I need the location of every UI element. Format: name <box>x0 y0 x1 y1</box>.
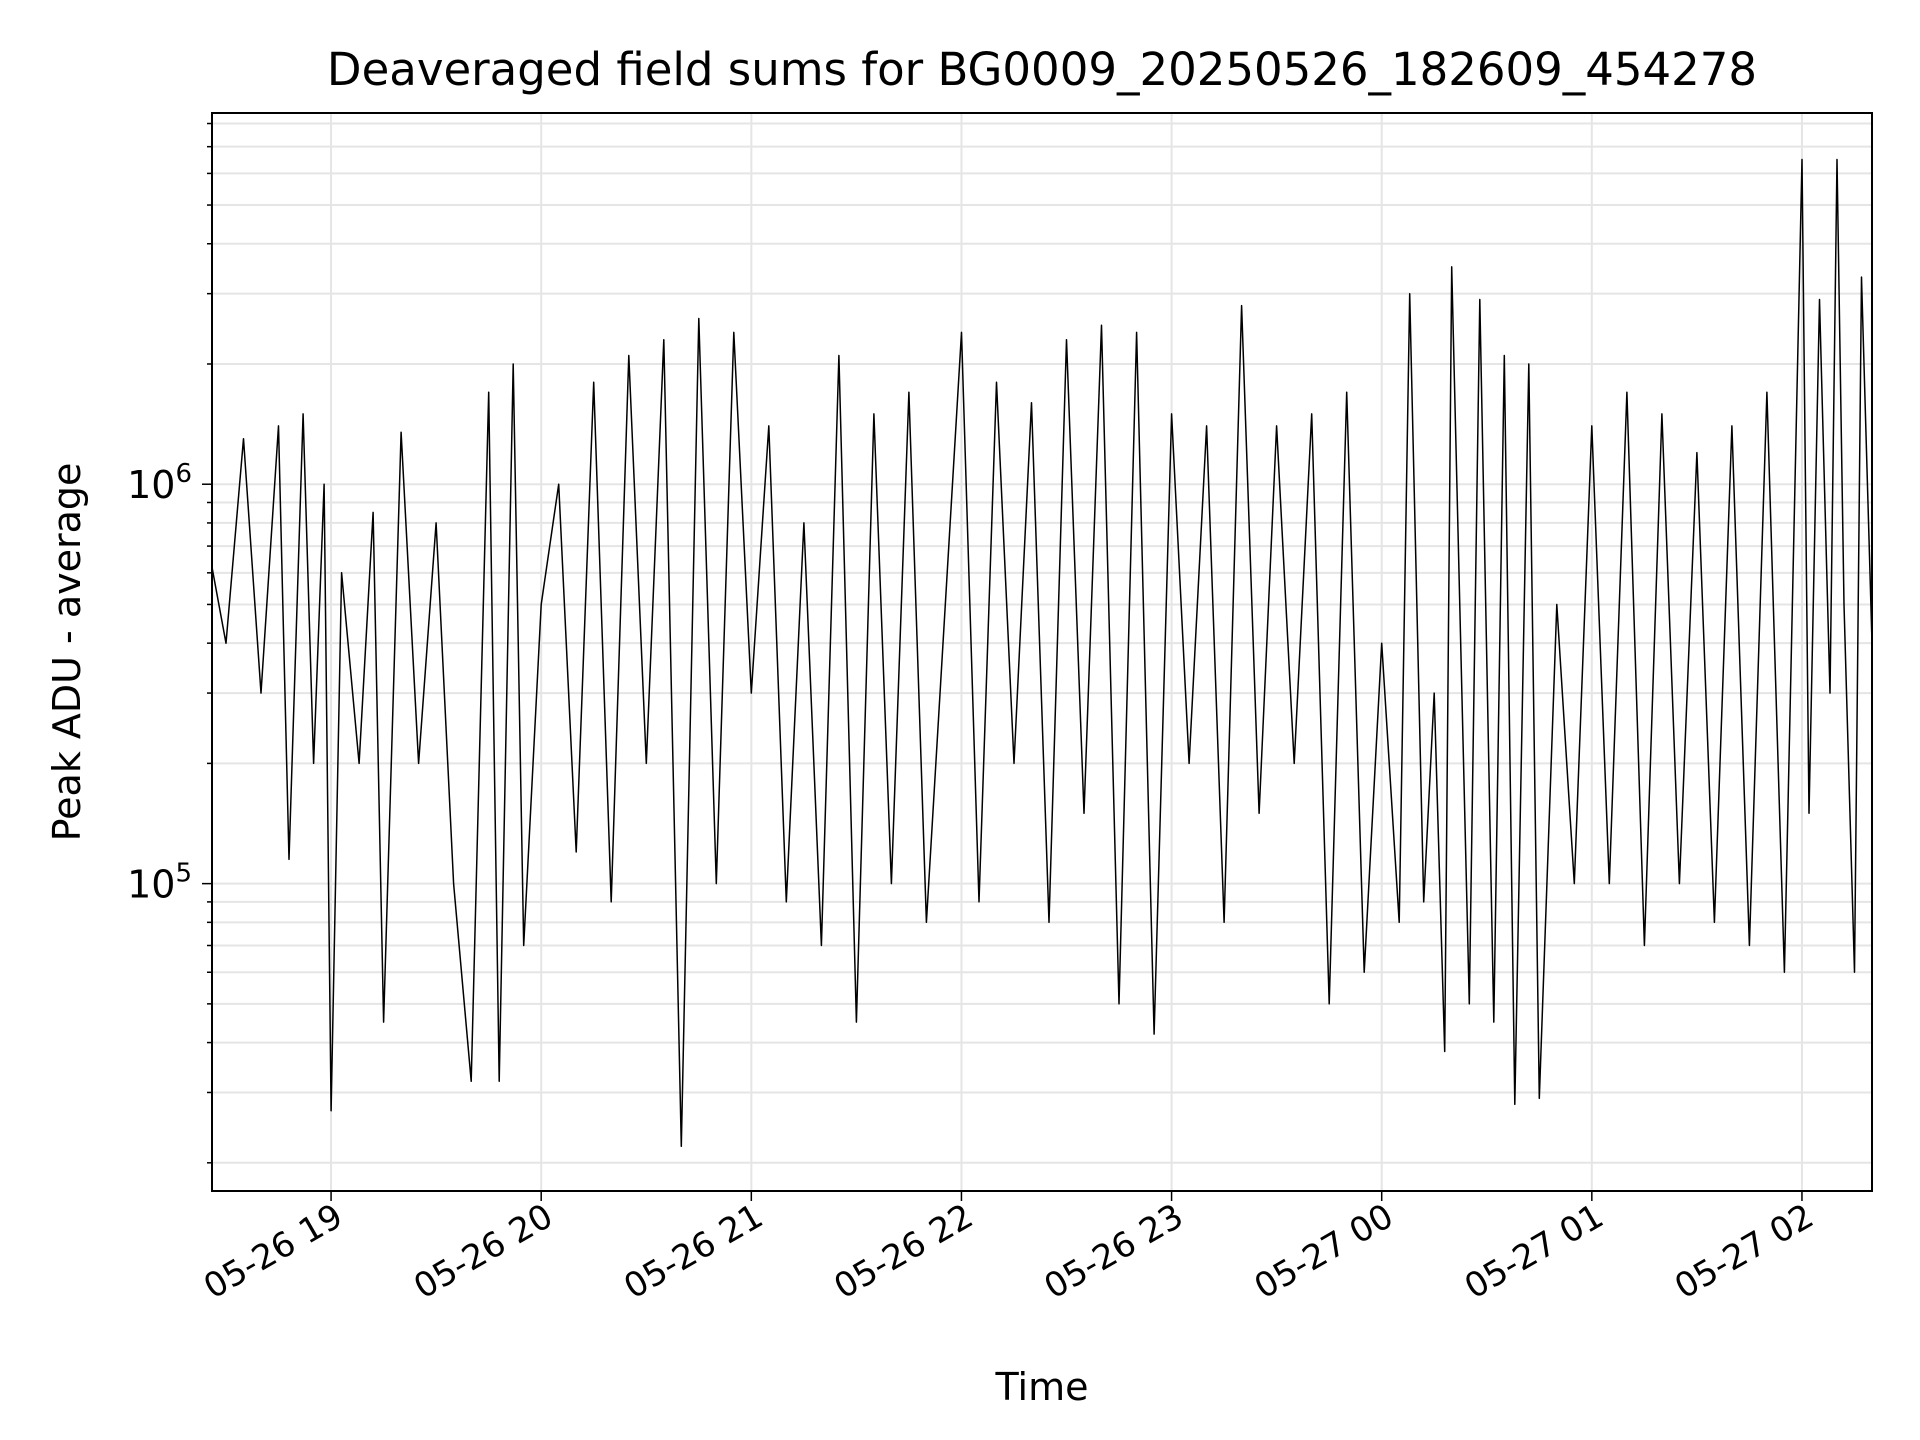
series-path <box>211 158 1873 1148</box>
y-axis-label: Peak ADU - average <box>45 463 89 842</box>
chart-title: Deaveraged field sums for BG0009_2025052… <box>327 43 1757 96</box>
plot-frame <box>211 112 1873 1192</box>
y-tick-label: 105 <box>127 859 192 907</box>
y-tick-label: 106 <box>127 459 192 507</box>
x-axis-label: Time <box>995 1365 1089 1409</box>
series-line <box>211 158 1873 1148</box>
